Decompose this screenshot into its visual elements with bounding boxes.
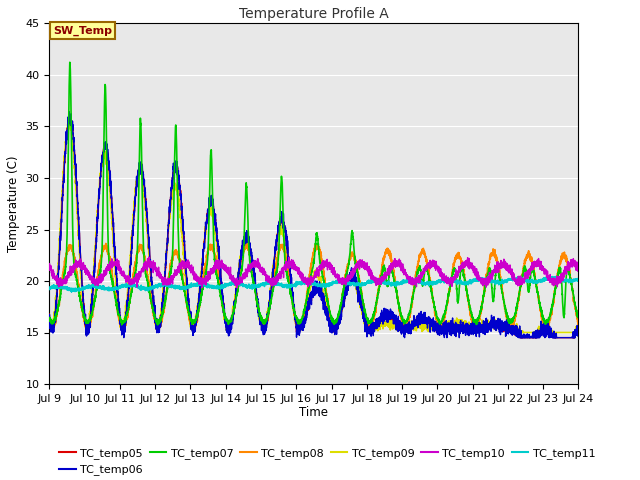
Line: TC_temp11: TC_temp11 [49, 276, 579, 292]
TC_temp07 [45, 315, 53, 321]
TC_temp10 [575, 261, 582, 267]
TC_temp05 [65, 114, 73, 120]
TC_temp06 [403, 327, 411, 333]
TC_temp08 [294, 323, 302, 329]
TC_temp09 [574, 326, 582, 332]
TC_temp05 [433, 325, 440, 331]
TC_temp05 [574, 331, 582, 337]
TC_temp07 [403, 318, 411, 324]
TC_temp05 [45, 311, 53, 317]
TC_temp11 [68, 289, 76, 295]
TC_temp08 [242, 240, 250, 246]
TC_temp10 [141, 261, 148, 267]
TC_temp11 [45, 287, 53, 292]
Line: TC_temp08: TC_temp08 [49, 243, 579, 332]
Line: TC_temp09: TC_temp09 [49, 120, 579, 333]
TC_temp07 [463, 286, 470, 291]
TC_temp11 [574, 277, 582, 283]
TC_temp07 [154, 322, 161, 328]
TC_temp09 [45, 313, 53, 319]
Legend: TC_temp05, TC_temp06, TC_temp07, TC_temp08, TC_temp09, TC_temp10, TC_temp11: TC_temp05, TC_temp06, TC_temp07, TC_temp… [55, 444, 600, 480]
TC_temp06 [65, 109, 73, 115]
TC_temp09 [575, 324, 582, 330]
TC_temp08 [433, 315, 440, 321]
TC_temp09 [403, 325, 411, 331]
TC_temp10 [463, 259, 470, 265]
TC_temp11 [141, 286, 148, 292]
TC_temp10 [433, 263, 440, 268]
TC_temp06 [45, 312, 53, 318]
TC_temp09 [433, 326, 440, 332]
TC_temp10 [45, 264, 53, 270]
TC_temp08 [330, 329, 338, 335]
TC_temp08 [141, 254, 148, 260]
TC_temp07 [433, 311, 440, 316]
TC_temp07 [574, 313, 582, 319]
TC_temp11 [552, 274, 560, 279]
TC_temp05 [463, 325, 470, 331]
Line: TC_temp05: TC_temp05 [49, 117, 579, 337]
TC_temp10 [145, 254, 153, 260]
Text: SW_Temp: SW_Temp [53, 26, 112, 36]
TC_temp06 [120, 335, 127, 340]
TC_temp08 [45, 320, 53, 326]
TC_temp11 [575, 278, 582, 284]
TC_temp05 [141, 184, 148, 190]
TC_temp10 [403, 272, 411, 278]
TC_temp09 [141, 195, 148, 201]
TC_temp08 [463, 286, 470, 292]
TC_temp09 [473, 330, 481, 336]
TC_temp06 [574, 333, 582, 339]
TC_temp09 [294, 327, 302, 333]
TC_temp06 [141, 185, 148, 191]
Line: TC_temp10: TC_temp10 [49, 257, 579, 288]
TC_temp11 [294, 281, 302, 287]
TC_temp05 [403, 326, 411, 332]
TC_temp06 [463, 326, 470, 332]
TC_temp10 [294, 271, 302, 277]
Title: Temperature Profile A: Temperature Profile A [239, 7, 388, 21]
TC_temp06 [433, 326, 440, 332]
TC_temp11 [403, 277, 411, 283]
Line: TC_temp06: TC_temp06 [49, 112, 579, 337]
Y-axis label: Temperature (C): Temperature (C) [7, 156, 20, 252]
TC_temp09 [65, 117, 72, 123]
TC_temp08 [574, 315, 582, 321]
TC_temp07 [66, 60, 74, 65]
TC_temp06 [575, 324, 582, 330]
TC_temp05 [516, 335, 524, 340]
TC_temp07 [141, 261, 148, 266]
TC_temp09 [463, 327, 470, 333]
TC_temp05 [575, 327, 582, 333]
TC_temp08 [403, 324, 411, 329]
TC_temp10 [574, 264, 582, 270]
X-axis label: Time: Time [300, 407, 328, 420]
TC_temp07 [575, 315, 582, 321]
TC_temp11 [433, 279, 440, 285]
TC_temp08 [575, 322, 582, 328]
Line: TC_temp07: TC_temp07 [49, 62, 579, 325]
TC_temp07 [294, 320, 302, 325]
TC_temp05 [294, 325, 302, 331]
TC_temp06 [294, 326, 302, 332]
TC_temp11 [463, 280, 470, 286]
TC_temp10 [233, 285, 241, 291]
